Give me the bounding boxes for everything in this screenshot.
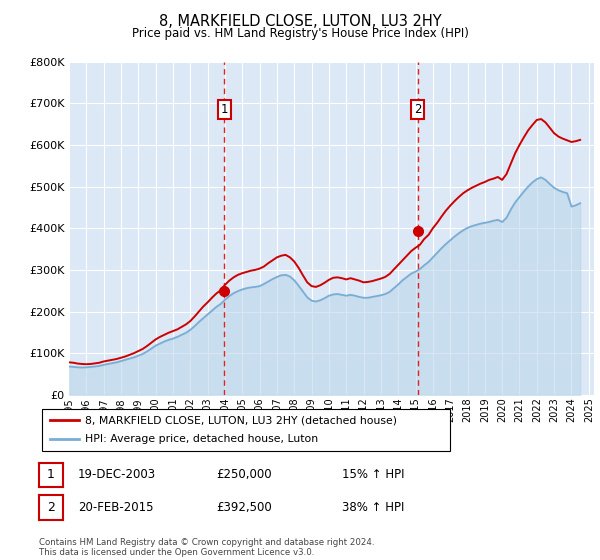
Text: Contains HM Land Registry data © Crown copyright and database right 2024.
This d: Contains HM Land Registry data © Crown c… xyxy=(39,538,374,557)
Text: 20-FEB-2015: 20-FEB-2015 xyxy=(78,501,154,514)
Text: £250,000: £250,000 xyxy=(216,468,272,482)
Text: 2: 2 xyxy=(47,501,55,514)
Text: 1: 1 xyxy=(47,468,55,482)
FancyBboxPatch shape xyxy=(42,409,450,451)
Text: 8, MARKFIELD CLOSE, LUTON, LU3 2HY (detached house): 8, MARKFIELD CLOSE, LUTON, LU3 2HY (deta… xyxy=(85,415,397,425)
Text: 19-DEC-2003: 19-DEC-2003 xyxy=(78,468,156,482)
Text: 2: 2 xyxy=(414,104,421,116)
Text: £392,500: £392,500 xyxy=(216,501,272,514)
Text: 15% ↑ HPI: 15% ↑ HPI xyxy=(342,468,404,482)
Text: 38% ↑ HPI: 38% ↑ HPI xyxy=(342,501,404,514)
Text: HPI: Average price, detached house, Luton: HPI: Average price, detached house, Luto… xyxy=(85,435,318,445)
Text: Price paid vs. HM Land Registry's House Price Index (HPI): Price paid vs. HM Land Registry's House … xyxy=(131,27,469,40)
Text: 1: 1 xyxy=(220,104,228,116)
Text: 8, MARKFIELD CLOSE, LUTON, LU3 2HY: 8, MARKFIELD CLOSE, LUTON, LU3 2HY xyxy=(158,14,442,29)
